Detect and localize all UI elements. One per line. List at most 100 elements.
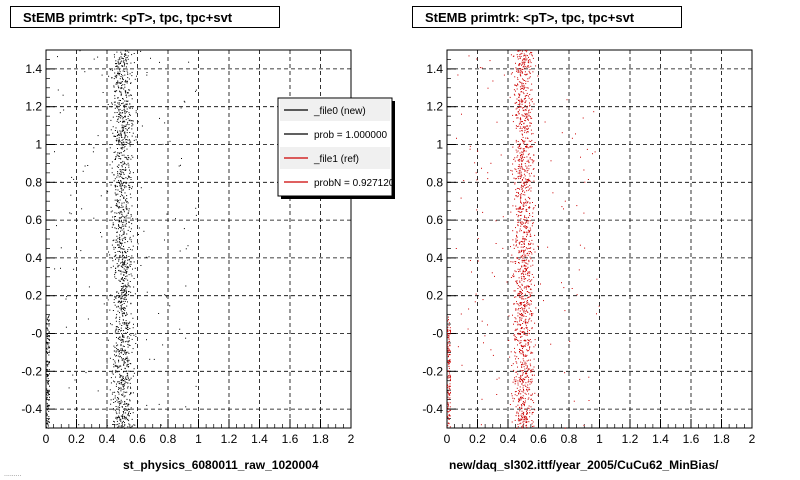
data-point (115, 424, 117, 426)
data-point (47, 395, 49, 397)
data-point (117, 310, 119, 312)
data-point (48, 335, 50, 337)
data-point (522, 314, 524, 316)
legend-row (280, 123, 390, 145)
data-point (520, 341, 522, 343)
data-point (120, 117, 122, 119)
data-point (518, 393, 520, 395)
data-point (519, 386, 521, 388)
data-point (525, 310, 527, 312)
data-point (119, 69, 121, 71)
data-point (46, 347, 48, 349)
data-point (516, 239, 518, 241)
data-point (125, 417, 127, 419)
data-point (534, 339, 536, 341)
data-point (529, 102, 530, 104)
data-point (525, 408, 527, 410)
data-point (523, 416, 525, 418)
data-point (115, 189, 117, 191)
data-point (525, 80, 527, 82)
data-point (449, 349, 451, 351)
data-point (457, 74, 459, 76)
data-point (135, 139, 137, 141)
data-point (512, 121, 514, 123)
data-point (579, 244, 581, 246)
data-point (519, 206, 521, 208)
data-point (526, 66, 528, 68)
data-point (514, 84, 516, 86)
data-point (523, 261, 525, 263)
data-point (512, 400, 514, 402)
data-point (522, 148, 524, 150)
data-point (131, 205, 133, 207)
data-point (124, 145, 126, 147)
data-point (530, 165, 532, 167)
data-point (519, 215, 521, 216)
data-point (514, 290, 516, 292)
data-point (517, 84, 519, 86)
data-point (120, 88, 122, 90)
data-point (519, 243, 521, 245)
data-point (119, 116, 121, 118)
data-point (133, 139, 135, 141)
data-point (127, 325, 128, 327)
data-point (119, 280, 121, 282)
data-point (520, 336, 521, 338)
data-point (534, 234, 536, 236)
data-point (482, 299, 484, 301)
data-point (522, 313, 524, 315)
data-point (532, 411, 534, 413)
data-point (529, 368, 531, 370)
data-point (195, 89, 197, 91)
data-point (521, 101, 523, 103)
data-point (185, 406, 187, 408)
data-point (543, 300, 544, 302)
data-point (116, 75, 118, 77)
x-tick-label: 0.4 (99, 432, 116, 446)
data-point (525, 210, 527, 212)
data-point (46, 427, 48, 429)
data-point (48, 391, 50, 392)
data-point (113, 246, 115, 248)
data-point (523, 298, 525, 300)
data-point (115, 355, 117, 357)
data-point (129, 248, 131, 250)
data-point (49, 335, 50, 337)
data-point (127, 376, 129, 378)
data-point (519, 63, 521, 65)
data-point (521, 298, 523, 300)
data-point (525, 178, 527, 180)
data-point (120, 382, 122, 384)
data-point (118, 269, 120, 271)
data-point (117, 237, 119, 239)
data-point (521, 185, 523, 187)
data-point (127, 329, 128, 330)
data-point (526, 327, 527, 329)
data-point (117, 305, 119, 307)
data-point (121, 206, 123, 208)
data-point (515, 90, 516, 92)
data-point (120, 133, 122, 135)
data-point (119, 336, 121, 338)
data-point (135, 136, 137, 138)
data-point (121, 282, 123, 284)
data-point (468, 55, 470, 57)
data-point (526, 145, 528, 147)
data-point (87, 318, 89, 320)
data-point (510, 169, 512, 171)
data-point (528, 206, 530, 208)
data-point (513, 247, 515, 249)
data-point (515, 114, 517, 116)
data-point (520, 193, 522, 195)
data-point (121, 144, 123, 146)
data-point (127, 361, 129, 363)
data-point (517, 166, 519, 167)
data-point (54, 151, 55, 153)
data-point (525, 109, 527, 111)
data-point (527, 369, 529, 371)
data-point (124, 185, 126, 187)
data-point (519, 54, 521, 56)
data-point (121, 148, 123, 150)
data-point (126, 378, 127, 380)
data-point (46, 414, 48, 416)
